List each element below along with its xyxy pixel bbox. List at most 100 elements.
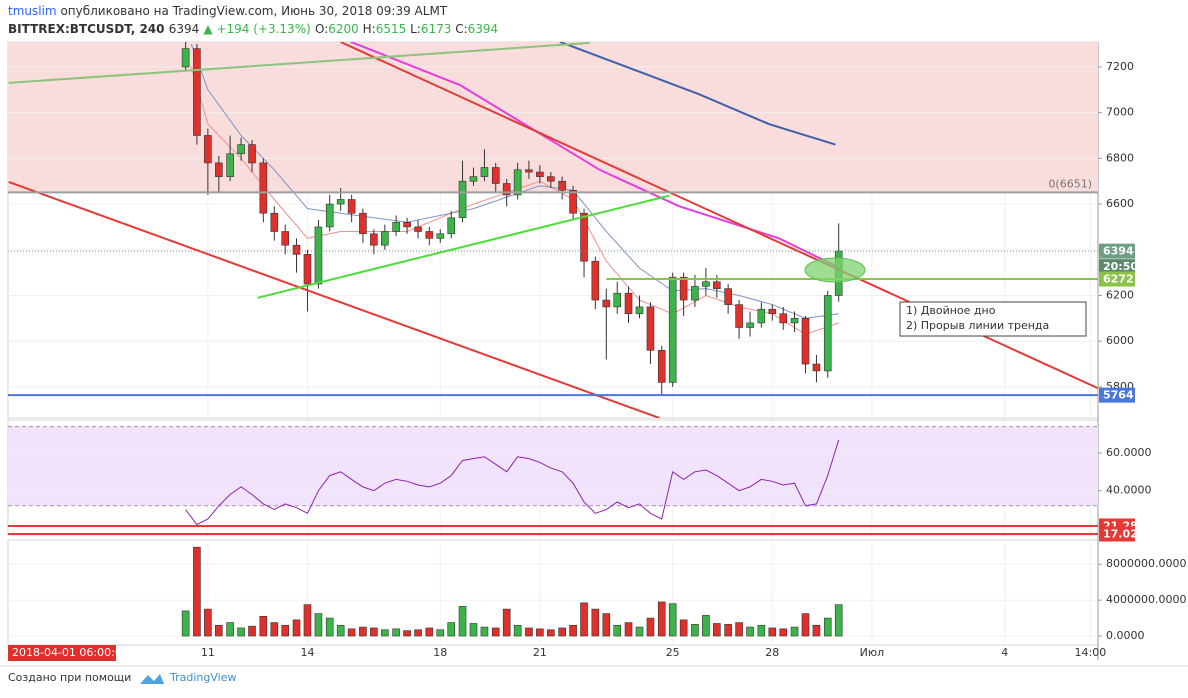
candle-body bbox=[624, 292, 633, 315]
ohlc-label: L: bbox=[410, 22, 421, 36]
footer-brand[interactable]: TradingView bbox=[169, 671, 236, 684]
x-tick-label: 28 bbox=[765, 646, 779, 659]
volume-bar bbox=[757, 624, 766, 637]
candle-body bbox=[679, 276, 688, 301]
y-tick-label: 6200 bbox=[1106, 288, 1134, 301]
volume-bar bbox=[480, 626, 489, 637]
volume-bar bbox=[403, 630, 411, 637]
volume-bar bbox=[370, 627, 378, 637]
price-badge bbox=[1099, 243, 1135, 259]
candle-body bbox=[447, 217, 456, 235]
candle-body bbox=[580, 212, 588, 262]
candle-body bbox=[314, 226, 323, 285]
volume-bar bbox=[668, 603, 677, 637]
price-badge bbox=[1099, 387, 1135, 403]
x-tick-label: 18 bbox=[433, 646, 447, 659]
candle-body bbox=[713, 281, 721, 289]
candle-body bbox=[336, 199, 345, 205]
candle-body bbox=[646, 306, 655, 351]
volume-bar bbox=[436, 629, 445, 637]
volume-bar bbox=[735, 622, 743, 637]
moving-average bbox=[559, 42, 836, 146]
volume-bar bbox=[713, 623, 721, 637]
level-label: 0(6651) bbox=[1048, 177, 1092, 190]
y-tick-label: 60.0000 bbox=[1106, 446, 1152, 459]
volume-bar bbox=[812, 624, 821, 637]
candle-body bbox=[491, 167, 500, 184]
candle-body bbox=[226, 153, 234, 177]
y-tick-label: 40.0000 bbox=[1106, 484, 1152, 497]
candle-body bbox=[558, 180, 566, 191]
y-tick-label: 6600 bbox=[1106, 197, 1134, 210]
trend-line bbox=[8, 42, 590, 84]
price-badge-label: 6394 bbox=[1103, 245, 1134, 258]
candle-body bbox=[347, 199, 356, 214]
volume-bar bbox=[679, 619, 688, 637]
volume-bar bbox=[657, 601, 666, 637]
candle-body bbox=[724, 288, 732, 305]
highlight bbox=[804, 257, 866, 283]
pane: 0(6651) bbox=[8, 42, 1098, 418]
trend-line bbox=[257, 194, 670, 299]
candle-body bbox=[193, 48, 201, 136]
y-tick-label: 0.0000 bbox=[1106, 629, 1145, 642]
symbol: BITTREX:BTCUSDT, 240 bbox=[8, 22, 165, 36]
annotation: 1) Двойное дно bbox=[906, 304, 996, 317]
pane bbox=[8, 546, 1098, 637]
candle-body bbox=[502, 183, 511, 196]
rsi-band bbox=[8, 426, 1098, 506]
user[interactable]: tmuslim bbox=[8, 4, 57, 18]
candle-body bbox=[746, 322, 754, 328]
volume-bar bbox=[624, 622, 633, 637]
x-tick-label: 4 bbox=[1001, 646, 1008, 659]
candle-body bbox=[325, 203, 334, 228]
volume-bar bbox=[181, 610, 190, 637]
volume-bar bbox=[702, 615, 710, 637]
candle-body bbox=[790, 318, 799, 324]
volume-bar bbox=[392, 628, 400, 637]
header-line: tmuslim опубликовано на TradingView.com,… bbox=[8, 4, 448, 18]
price-badge bbox=[1099, 271, 1135, 287]
published: опубликовано на TradingView.com, Июнь 30… bbox=[60, 4, 447, 18]
candle-body bbox=[259, 162, 268, 214]
volume-bar bbox=[635, 626, 644, 637]
ohlc-label: H: bbox=[363, 22, 376, 36]
candle-body bbox=[436, 233, 445, 239]
volume-bar bbox=[613, 624, 622, 637]
volume-bar bbox=[790, 626, 799, 637]
volume-bar bbox=[569, 624, 577, 637]
candle-body bbox=[469, 176, 478, 182]
volume-bar bbox=[292, 619, 301, 637]
volume-bar bbox=[834, 604, 843, 637]
volume-bar bbox=[768, 627, 777, 637]
candle-body bbox=[303, 254, 312, 285]
ohlc-value: 6394 bbox=[468, 22, 499, 36]
volume-bar bbox=[591, 608, 600, 637]
zone bbox=[8, 42, 1098, 193]
candle-body bbox=[801, 318, 810, 365]
moving-average bbox=[350, 42, 836, 267]
candle-body bbox=[513, 169, 522, 196]
ohlc-value: 6515 bbox=[376, 22, 407, 36]
candle-body bbox=[735, 304, 743, 328]
price-badge-label: 17.0259 bbox=[1103, 528, 1153, 541]
symbol-line: BITTREX:BTCUSDT, 240 6394 ▲ +194 (+3.13%… bbox=[8, 22, 498, 36]
x-tick-label: 14:00 bbox=[1075, 646, 1107, 659]
candle-body bbox=[381, 231, 389, 246]
price-badge bbox=[1099, 526, 1135, 542]
volume-bar bbox=[281, 624, 290, 637]
candle-body bbox=[370, 233, 378, 246]
candle-body bbox=[768, 308, 777, 315]
x-tick-label: 21 bbox=[533, 646, 547, 659]
volume-bar bbox=[303, 604, 312, 637]
candle-body bbox=[613, 292, 622, 308]
volume-bar bbox=[204, 608, 212, 637]
y-tick-label: 6800 bbox=[1106, 151, 1134, 164]
volume-bar bbox=[746, 626, 754, 637]
volume-bar bbox=[513, 624, 522, 637]
x-tick-label: 11 bbox=[201, 646, 215, 659]
candle-body bbox=[215, 162, 223, 177]
volume-bar bbox=[502, 608, 511, 637]
volume-bar bbox=[325, 617, 334, 637]
volume-bar bbox=[259, 615, 268, 637]
